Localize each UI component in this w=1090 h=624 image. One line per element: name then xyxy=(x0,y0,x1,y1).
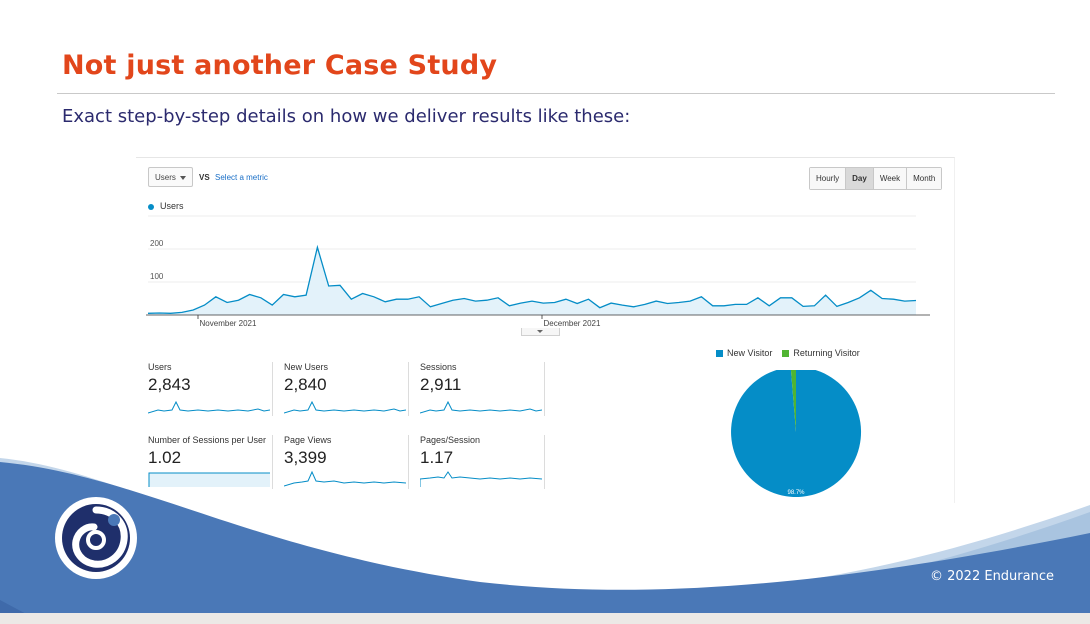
metric-card-new-users[interactable]: New Users 2,840 xyxy=(284,362,409,416)
metric-sparkline xyxy=(284,470,406,487)
metric-card-sessions-per-user[interactable]: Number of Sessions per User 1.02 xyxy=(148,435,273,489)
legend-swatch-icon xyxy=(782,350,790,358)
users-line-chart: 300 200 100 November 2021 December 2021 xyxy=(146,213,930,328)
metric-card-label: Users xyxy=(148,362,172,372)
granularity-day[interactable]: Day xyxy=(846,168,874,189)
analytics-screenshot: Users VS Select a metric Hourly Day Week… xyxy=(136,157,955,503)
pie-legend-new: New Visitor xyxy=(716,348,772,358)
y-axis-ticks: 300 200 100 xyxy=(150,213,164,281)
legend-swatch-icon xyxy=(716,350,723,358)
endurance-logo xyxy=(55,497,137,579)
y-tick-label: 200 xyxy=(150,239,164,248)
chart-grid xyxy=(148,215,916,283)
metric-card-value: 2,840 xyxy=(284,375,327,394)
pie-slice-new-visitor xyxy=(731,370,862,497)
metric-card-value: 2,843 xyxy=(148,375,191,394)
y-tick-label: 100 xyxy=(150,272,164,281)
chart-resize-handle[interactable] xyxy=(521,328,560,336)
visitor-pie-chart: 98.7% xyxy=(731,370,862,497)
chart-legend: Users xyxy=(148,201,184,211)
metric-sparkline xyxy=(148,472,270,487)
pie-legend-label: Returning Visitor xyxy=(793,348,860,358)
granularity-month[interactable]: Month xyxy=(907,168,942,189)
select-metric-link[interactable]: Select a metric xyxy=(215,173,268,182)
metric-card-value: 1.17 xyxy=(420,448,454,467)
metric-sparkline xyxy=(284,400,406,414)
x-tick-label: December 2021 xyxy=(544,319,601,328)
metric-card-sessions[interactable]: Sessions 2,911 xyxy=(420,362,545,416)
slide-subtitle: Exact step-by-step details on how we del… xyxy=(62,106,631,127)
metric-card-users[interactable]: Users 2,843 xyxy=(148,362,273,416)
metric-card-label: Page Views xyxy=(284,435,332,445)
metric-card-page-views[interactable]: Page Views 3,399 xyxy=(284,435,409,489)
metric-card-label: Pages/Session xyxy=(420,435,481,445)
pie-percent-label: 98.7% xyxy=(787,490,805,496)
legend-label: Users xyxy=(160,201,184,211)
metric-sparkline xyxy=(420,400,542,414)
y-tick-label: 300 xyxy=(150,213,164,215)
metric-select[interactable]: Users xyxy=(148,167,193,187)
chevron-down-icon xyxy=(180,176,186,180)
x-tick-label: November 2021 xyxy=(200,319,257,328)
granularity-week[interactable]: Week xyxy=(873,168,908,189)
metric-card-label: Sessions xyxy=(420,362,457,372)
legend-dot-icon xyxy=(148,203,154,210)
metric-card-pages-per-session[interactable]: Pages/Session 1.17 xyxy=(420,435,545,489)
bottom-bar xyxy=(0,613,1090,624)
metric-select-value: Users xyxy=(155,173,176,182)
metric-sparkline xyxy=(420,471,542,487)
pie-legend-returning: Returning Visitor xyxy=(782,348,860,358)
pie-legend: New Visitor Returning Visitor xyxy=(716,348,860,358)
metric-card-value: 3,399 xyxy=(284,448,327,467)
metric-card-label: Number of Sessions per User xyxy=(148,435,267,445)
pie-legend-label: New Visitor xyxy=(727,348,773,358)
metric-sparkline xyxy=(148,400,270,414)
metric-card-value: 2,911 xyxy=(420,375,462,394)
title-divider xyxy=(57,93,1055,94)
users-area xyxy=(148,247,916,315)
footer-copyright: © 2022 Endurance xyxy=(930,569,1054,584)
slide-title: Not just another Case Study xyxy=(62,50,498,81)
vs-label: VS xyxy=(199,173,210,182)
users-line xyxy=(147,244,917,314)
granularity-toggle: Hourly Day Week Month xyxy=(809,167,943,190)
metric-card-value: 1.02 xyxy=(148,448,182,467)
metric-card-label: New Users xyxy=(284,362,329,372)
x-axis-ticks: November 2021 December 2021 xyxy=(197,315,601,328)
granularity-hourly[interactable]: Hourly xyxy=(810,168,847,189)
